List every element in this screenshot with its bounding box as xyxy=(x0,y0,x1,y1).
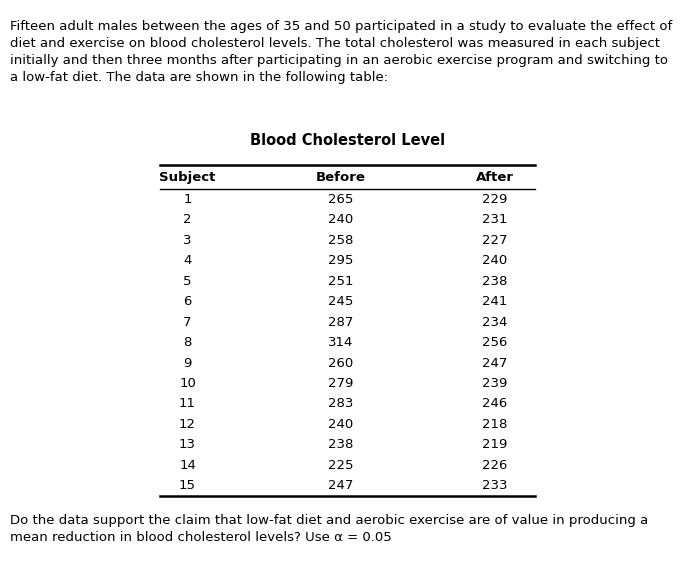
Text: 7: 7 xyxy=(183,316,192,329)
Text: 231: 231 xyxy=(481,213,507,226)
Text: 219: 219 xyxy=(481,438,507,451)
Text: 4: 4 xyxy=(183,254,192,267)
Text: 2: 2 xyxy=(183,213,192,226)
Text: 279: 279 xyxy=(328,377,354,390)
Text: 247: 247 xyxy=(328,479,354,492)
Text: 238: 238 xyxy=(481,275,507,288)
Text: Blood Cholesterol Level: Blood Cholesterol Level xyxy=(250,133,445,148)
Text: 3: 3 xyxy=(183,234,192,247)
Text: 12: 12 xyxy=(179,418,196,431)
Text: 227: 227 xyxy=(481,234,507,247)
Text: Before: Before xyxy=(316,172,366,184)
Text: 295: 295 xyxy=(328,254,354,267)
Text: 260: 260 xyxy=(328,356,354,369)
Text: 9: 9 xyxy=(183,356,192,369)
Text: 240: 240 xyxy=(481,254,507,267)
Text: 13: 13 xyxy=(179,438,196,451)
Text: 225: 225 xyxy=(328,459,354,472)
Text: 14: 14 xyxy=(179,459,196,472)
Text: 226: 226 xyxy=(481,459,507,472)
Text: 240: 240 xyxy=(328,213,354,226)
Text: 256: 256 xyxy=(481,336,507,349)
Text: 246: 246 xyxy=(481,397,507,410)
Text: 15: 15 xyxy=(179,479,196,492)
Text: Subject: Subject xyxy=(160,172,216,184)
Text: 6: 6 xyxy=(183,295,192,308)
Text: 251: 251 xyxy=(328,275,354,288)
Text: 287: 287 xyxy=(328,316,354,329)
Text: 1: 1 xyxy=(183,193,192,206)
Text: 11: 11 xyxy=(179,397,196,410)
Text: 239: 239 xyxy=(481,377,507,390)
Text: 283: 283 xyxy=(328,397,354,410)
Text: 234: 234 xyxy=(481,316,507,329)
Text: 314: 314 xyxy=(328,336,354,349)
Text: 229: 229 xyxy=(481,193,507,206)
Text: 247: 247 xyxy=(481,356,507,369)
Text: 258: 258 xyxy=(328,234,354,247)
Text: 245: 245 xyxy=(328,295,354,308)
Text: 10: 10 xyxy=(179,377,196,390)
Text: 218: 218 xyxy=(481,418,507,431)
Text: 5: 5 xyxy=(183,275,192,288)
Text: After: After xyxy=(475,172,514,184)
Text: Fifteen adult males between the ages of 35 and 50 participated in a study to eva: Fifteen adult males between the ages of … xyxy=(10,20,672,84)
Text: 241: 241 xyxy=(481,295,507,308)
Text: 233: 233 xyxy=(481,479,507,492)
Text: 8: 8 xyxy=(183,336,192,349)
Text: 265: 265 xyxy=(328,193,354,206)
Text: 240: 240 xyxy=(328,418,354,431)
Text: Do the data support the claim that low-fat diet and aerobic exercise are of valu: Do the data support the claim that low-f… xyxy=(10,514,649,544)
Text: 238: 238 xyxy=(328,438,354,451)
